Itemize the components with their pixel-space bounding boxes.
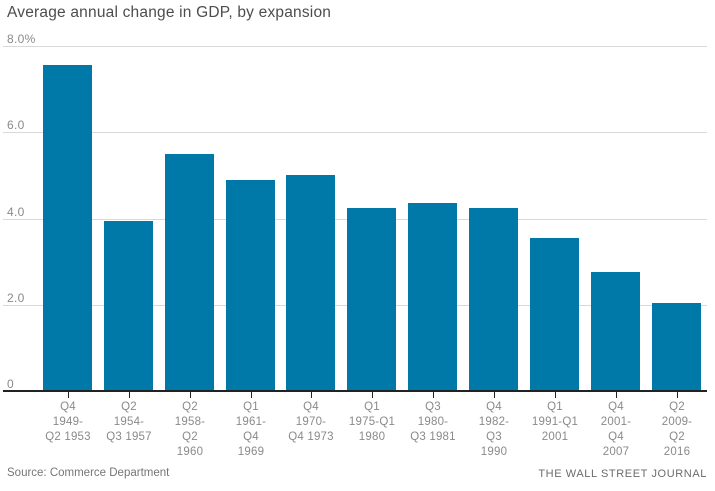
bar <box>286 175 335 391</box>
chart-title: Average annual change in GDP, by expansi… <box>7 4 332 21</box>
source-note: Source: Commerce Department <box>7 467 170 479</box>
x-axis-tick <box>677 392 678 398</box>
bar <box>347 208 396 391</box>
wsj-credit: THE WALL STREET JOURNAL <box>538 468 707 480</box>
x-axis-label: Q2 2009- Q2 2016 <box>661 401 693 458</box>
x-axis-tick <box>311 392 312 398</box>
y-axis-label: 8.0% <box>7 32 36 46</box>
x-axis-label: Q1 1991-Q1 2001 <box>531 401 579 443</box>
x-axis-tick <box>555 392 556 398</box>
gridline <box>3 46 707 47</box>
x-axis-label: Q3 1980- Q3 1981 <box>410 401 456 443</box>
y-axis-label: 2.0 <box>7 291 25 305</box>
x-axis-label: Q4 1970- Q4 1973 <box>288 401 334 443</box>
y-axis-label: 4.0 <box>7 205 25 219</box>
y-axis-label: 0 <box>7 377 14 391</box>
bar <box>104 221 153 391</box>
x-axis-label: Q2 1954- Q3 1957 <box>106 401 152 443</box>
x-axis-label: Q4 1949- Q2 1953 <box>45 401 91 443</box>
x-axis-tick <box>372 392 373 398</box>
x-axis-label: Q2 1958- Q2 1960 <box>174 401 206 458</box>
x-axis-tick <box>190 392 191 398</box>
bar <box>226 180 275 391</box>
bar <box>408 203 457 391</box>
y-axis-label: 6.0 <box>7 118 25 132</box>
bar <box>591 272 640 391</box>
x-axis-tick <box>129 392 130 398</box>
x-axis-line <box>3 390 707 392</box>
bar <box>43 65 92 391</box>
x-axis-label: Q4 2001- Q4 2007 <box>600 401 632 458</box>
bar <box>652 303 701 391</box>
x-axis-tick <box>494 392 495 398</box>
x-axis-tick <box>616 392 617 398</box>
x-axis-label: Q4 1982- Q3 1990 <box>478 401 510 458</box>
x-axis-tick <box>68 392 69 398</box>
x-axis-tick <box>251 392 252 398</box>
x-axis-label: Q1 1975-Q1 1980 <box>348 401 396 443</box>
bar <box>530 238 579 391</box>
x-axis-label: Q1 1961- Q4 1969 <box>235 401 267 458</box>
bar <box>469 208 518 391</box>
bar <box>165 154 214 391</box>
gridline <box>3 132 707 133</box>
x-axis-tick <box>433 392 434 398</box>
